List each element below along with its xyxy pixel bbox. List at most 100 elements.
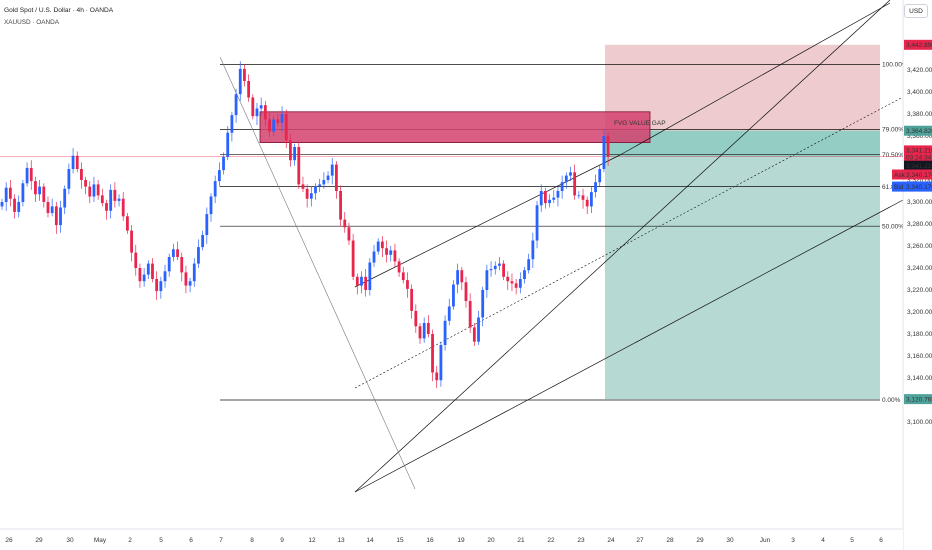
candle[interactable] xyxy=(314,186,317,194)
candle[interactable] xyxy=(176,249,179,257)
candle[interactable] xyxy=(326,175,330,180)
reward-zone[interactable] xyxy=(605,130,880,400)
candle[interactable] xyxy=(502,263,505,277)
candle[interactable] xyxy=(510,281,514,284)
candle[interactable] xyxy=(372,251,376,263)
candle[interactable] xyxy=(589,192,593,207)
candle[interactable] xyxy=(117,198,121,201)
candle[interactable] xyxy=(159,281,163,292)
candle[interactable] xyxy=(606,136,610,157)
candle[interactable] xyxy=(535,205,539,241)
candle[interactable] xyxy=(272,119,276,132)
candle[interactable] xyxy=(88,186,92,197)
candle[interactable] xyxy=(468,301,472,328)
candle[interactable] xyxy=(209,196,213,215)
candle[interactable] xyxy=(498,263,501,266)
candle[interactable] xyxy=(67,169,71,189)
candle[interactable] xyxy=(477,317,480,342)
candle[interactable] xyxy=(569,172,572,176)
candle[interactable] xyxy=(355,276,359,286)
candle[interactable] xyxy=(573,172,577,196)
candle[interactable] xyxy=(552,197,556,200)
currency-button[interactable]: USD xyxy=(904,4,928,18)
candle[interactable] xyxy=(464,282,468,301)
candle[interactable] xyxy=(163,271,167,282)
candle[interactable] xyxy=(251,97,255,117)
candle[interactable] xyxy=(259,105,263,109)
candle[interactable] xyxy=(301,184,305,189)
candle[interactable] xyxy=(146,263,150,275)
candle[interactable] xyxy=(255,108,259,117)
candle[interactable] xyxy=(142,274,146,282)
candle[interactable] xyxy=(96,184,100,196)
candle[interactable] xyxy=(368,262,372,291)
candle[interactable] xyxy=(50,206,54,213)
candle[interactable] xyxy=(238,68,242,95)
candle[interactable] xyxy=(75,155,79,169)
candle[interactable] xyxy=(80,169,83,180)
candle[interactable] xyxy=(527,259,531,271)
candle[interactable] xyxy=(544,191,547,204)
candle[interactable] xyxy=(581,195,585,200)
risk-zone[interactable] xyxy=(605,44,880,131)
candle[interactable] xyxy=(401,272,405,281)
candle[interactable] xyxy=(29,167,33,182)
candle[interactable] xyxy=(42,186,46,202)
candle[interactable] xyxy=(539,191,543,206)
candle[interactable] xyxy=(389,250,393,255)
candle[interactable] xyxy=(180,257,184,273)
candle[interactable] xyxy=(297,147,301,185)
candle[interactable] xyxy=(410,288,414,311)
candle[interactable] xyxy=(151,263,154,279)
candle[interactable] xyxy=(322,180,326,185)
candle[interactable] xyxy=(184,272,188,286)
candle[interactable] xyxy=(523,270,526,279)
candle[interactable] xyxy=(594,182,597,193)
channel-mid-line[interactable] xyxy=(354,96,904,389)
candle[interactable] xyxy=(17,202,21,212)
candle[interactable] xyxy=(280,114,284,123)
candle[interactable] xyxy=(447,306,451,321)
candle[interactable] xyxy=(268,119,271,132)
candle[interactable] xyxy=(485,270,489,290)
candle[interactable] xyxy=(0,202,4,207)
candle[interactable] xyxy=(4,187,8,202)
candle[interactable] xyxy=(422,323,426,339)
candle[interactable] xyxy=(34,181,37,195)
candle[interactable] xyxy=(284,114,288,141)
candle[interactable] xyxy=(167,257,171,272)
candle[interactable] xyxy=(385,248,388,255)
candle[interactable] xyxy=(456,270,460,285)
candle[interactable] xyxy=(155,279,159,292)
candle[interactable] xyxy=(247,81,251,98)
candle[interactable] xyxy=(335,164,338,191)
candle[interactable] xyxy=(585,199,589,207)
channel-lower-line[interactable] xyxy=(354,199,904,493)
candle[interactable] xyxy=(351,240,355,277)
candle[interactable] xyxy=(25,167,29,184)
candle[interactable] xyxy=(192,263,196,282)
candle[interactable] xyxy=(443,320,447,345)
candle[interactable] xyxy=(217,170,221,182)
candle[interactable] xyxy=(564,175,568,183)
candle[interactable] xyxy=(188,281,192,286)
candle[interactable] xyxy=(339,191,342,220)
candle[interactable] xyxy=(126,216,129,231)
candle[interactable] xyxy=(435,372,439,381)
candle[interactable] xyxy=(360,276,363,286)
candle[interactable] xyxy=(113,189,117,201)
candle[interactable] xyxy=(380,241,384,249)
candle[interactable] xyxy=(289,140,292,161)
channel-upper-line[interactable] xyxy=(354,0,891,493)
candle[interactable] xyxy=(376,241,380,252)
candle[interactable] xyxy=(276,119,280,123)
candle[interactable] xyxy=(531,240,535,260)
candle[interactable] xyxy=(309,193,313,199)
candle[interactable] xyxy=(548,199,551,204)
candle[interactable] xyxy=(46,202,50,213)
candle[interactable] xyxy=(13,198,16,212)
candle[interactable] xyxy=(397,261,401,273)
price-axis[interactable] xyxy=(903,0,932,550)
candle[interactable] xyxy=(560,182,564,191)
